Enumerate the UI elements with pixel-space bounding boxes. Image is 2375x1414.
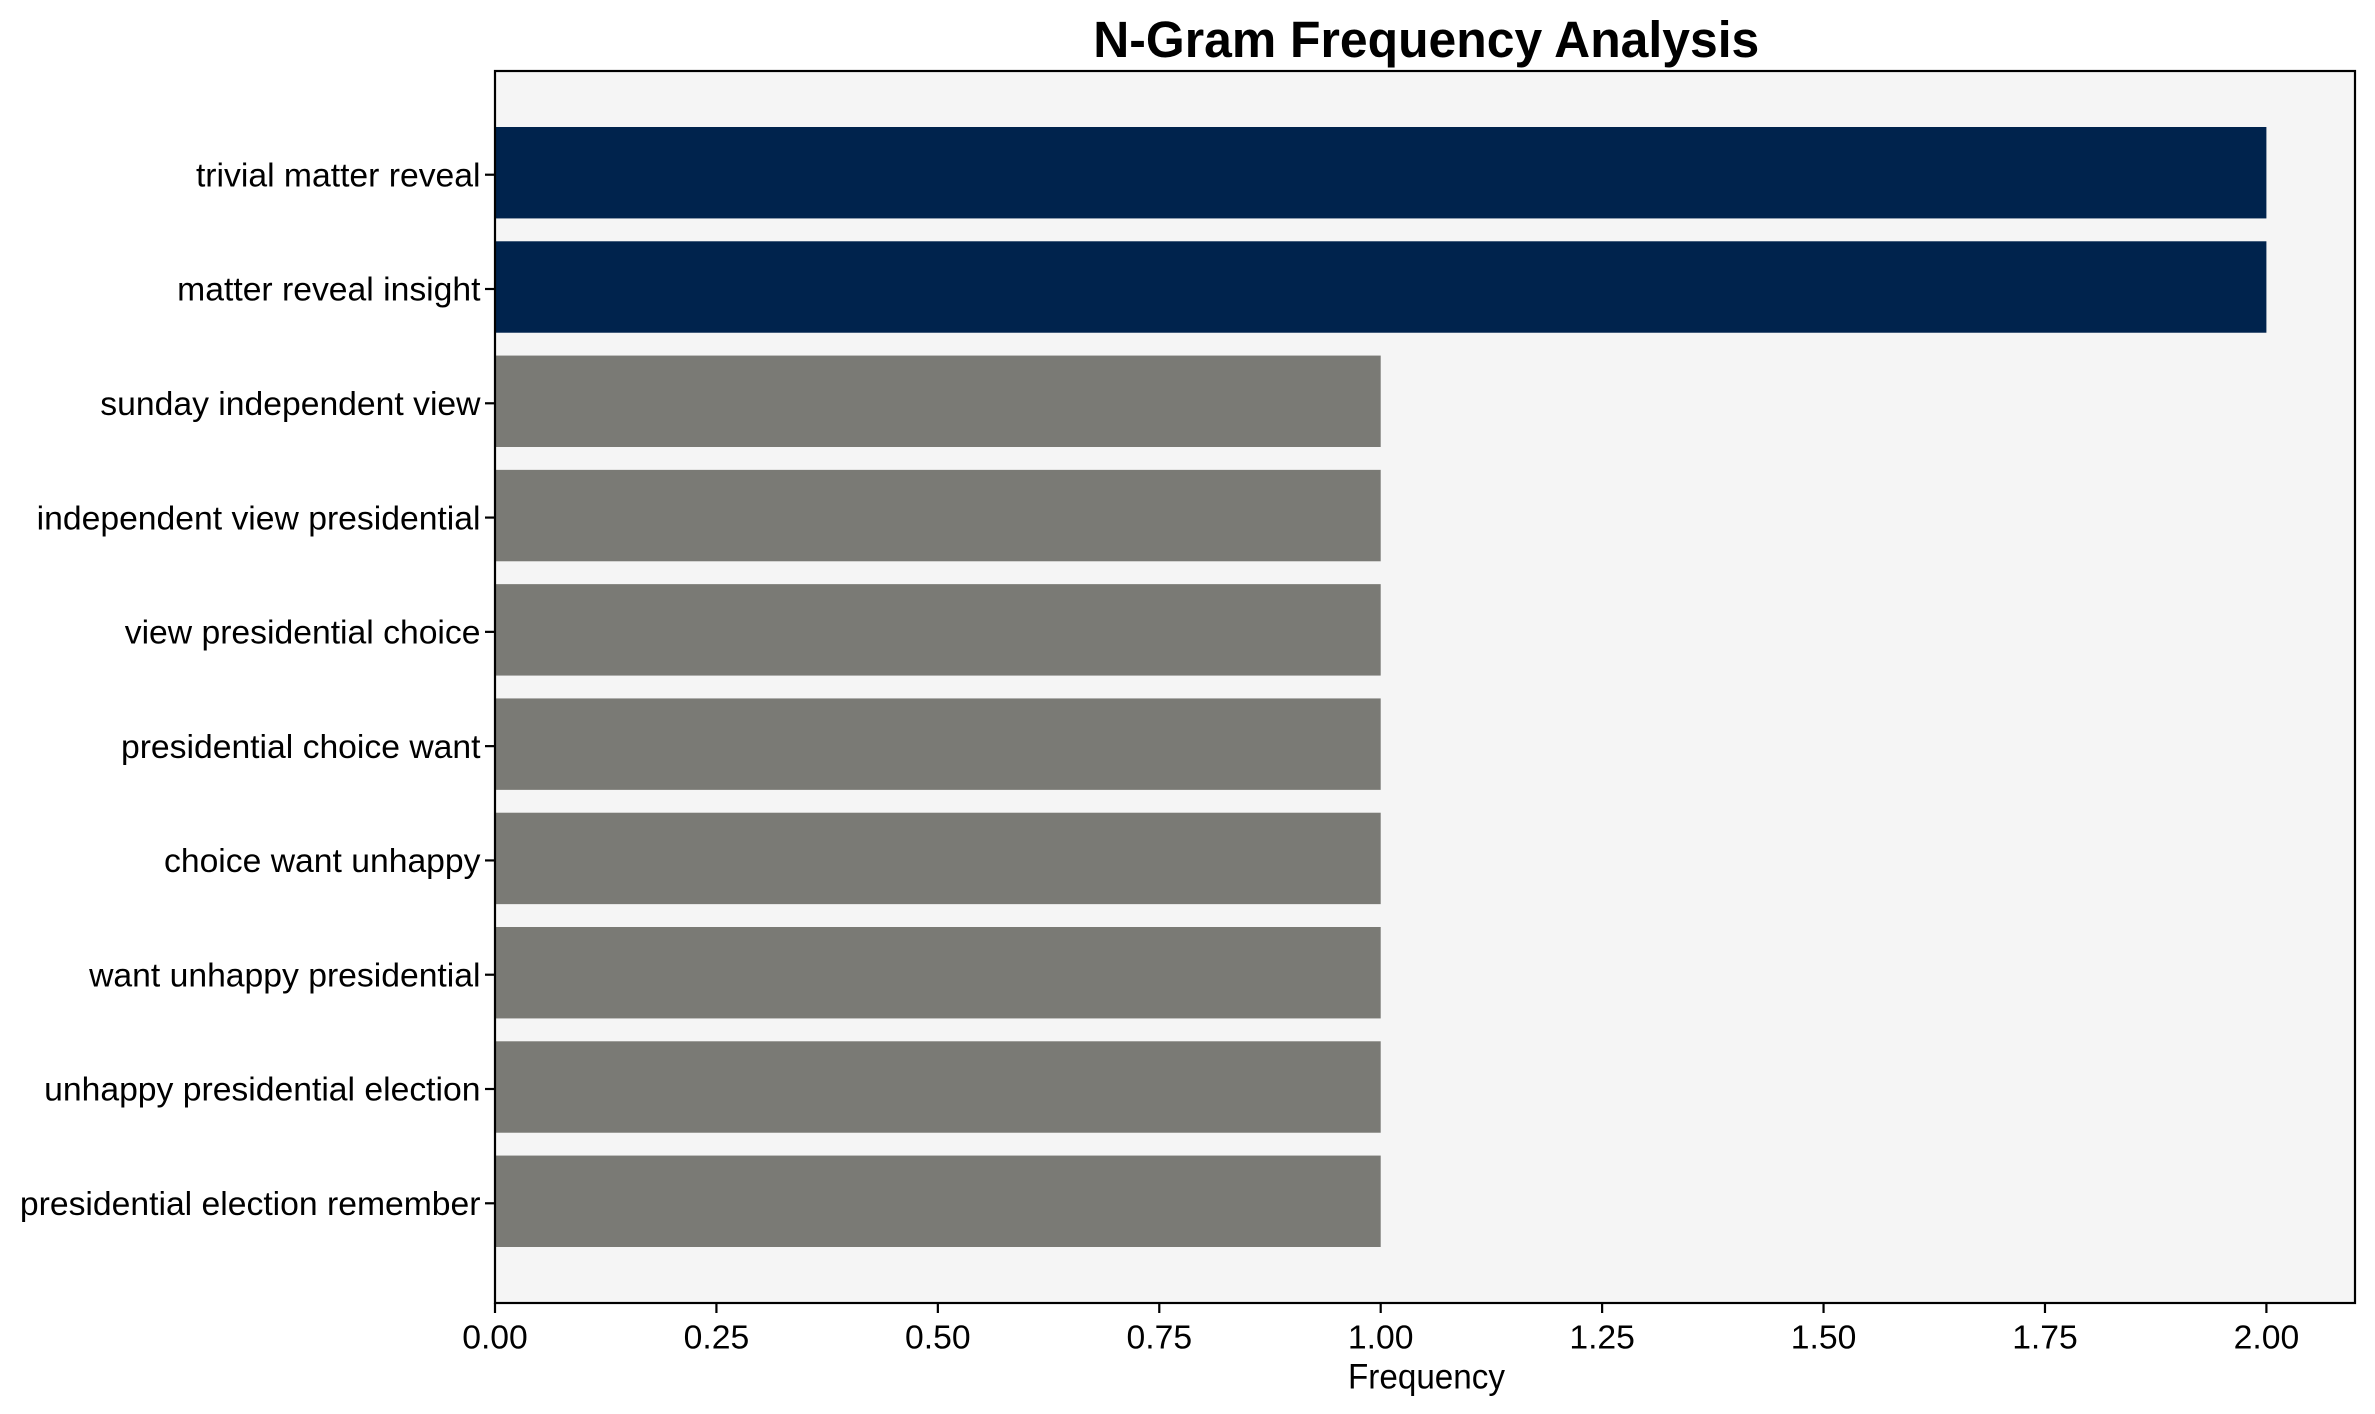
svg-text:1.00: 1.00: [1348, 1319, 1414, 1357]
svg-text:1.25: 1.25: [1569, 1319, 1635, 1357]
svg-text:0.25: 0.25: [684, 1319, 750, 1357]
svg-text:matter reveal insight: matter reveal insight: [177, 271, 481, 309]
svg-text:0.00: 0.00: [462, 1319, 528, 1357]
svg-text:1.50: 1.50: [1791, 1319, 1857, 1357]
svg-text:0.75: 0.75: [1126, 1319, 1192, 1357]
svg-text:choice want unhappy: choice want unhappy: [164, 842, 481, 880]
svg-text:2.00: 2.00: [2234, 1319, 2300, 1357]
svg-text:N-Gram Frequency Analysis: N-Gram Frequency Analysis: [1093, 11, 1759, 68]
svg-text:1.75: 1.75: [2012, 1319, 2078, 1357]
svg-text:Frequency: Frequency: [1348, 1357, 1505, 1396]
svg-text:0.50: 0.50: [905, 1319, 971, 1357]
svg-text:view presidential choice: view presidential choice: [125, 614, 481, 652]
svg-text:presidential election remember: presidential election remember: [20, 1185, 481, 1223]
svg-text:independent view presidential: independent view presidential: [37, 499, 481, 537]
svg-text:presidential choice want: presidential choice want: [121, 728, 481, 766]
svg-text:sunday independent view: sunday independent view: [100, 385, 481, 423]
svg-text:want unhappy presidential: want unhappy presidential: [88, 956, 480, 994]
svg-text:unhappy presidential election: unhappy presidential election: [44, 1071, 480, 1109]
svg-text:trivial matter reveal: trivial matter reveal: [196, 156, 481, 194]
